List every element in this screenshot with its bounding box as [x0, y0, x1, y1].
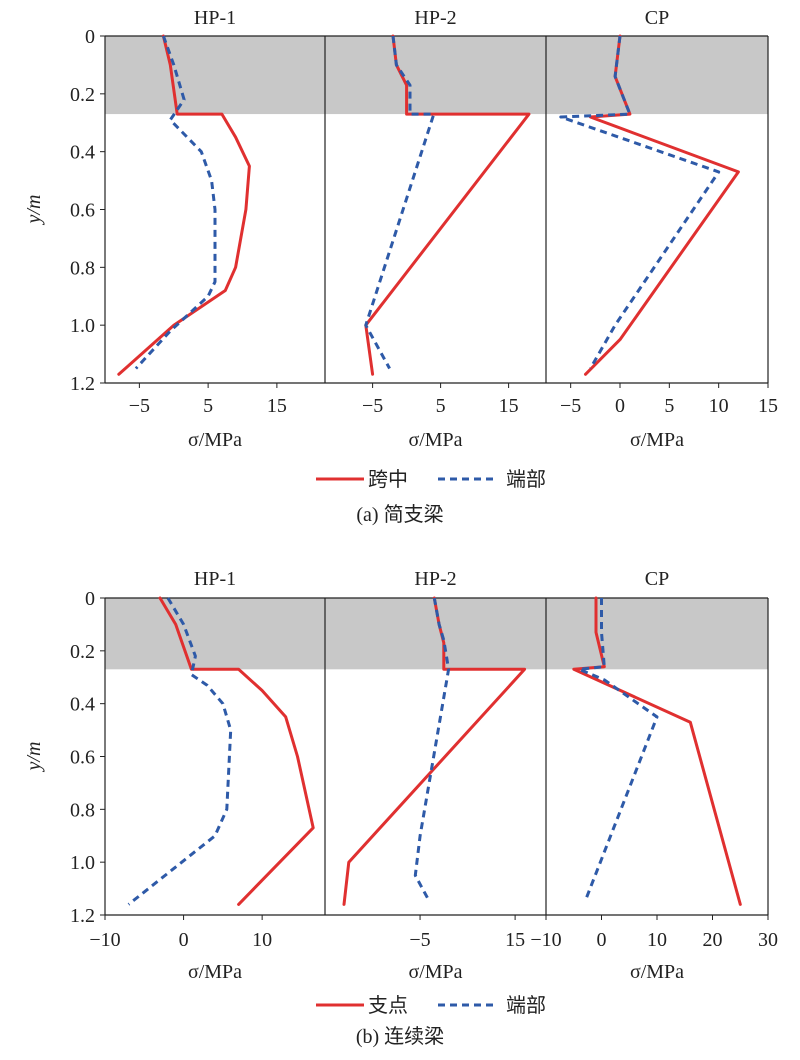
y-tick-label: 0.4 — [70, 142, 95, 164]
panel-title: CP — [645, 568, 669, 590]
legend-label: 端部 — [506, 994, 546, 1017]
x-tick-label: 20 — [703, 929, 723, 951]
series-line-main — [158, 596, 315, 906]
x-tick-label: −5 — [560, 395, 581, 417]
series-line-end — [413, 597, 451, 903]
y-tick-label: 0.6 — [70, 200, 95, 222]
x-tick-label: 15 — [499, 395, 519, 417]
y-tick-label: 0 — [85, 588, 95, 610]
y-tick-label: 0.8 — [70, 799, 95, 821]
series-line-end — [364, 35, 436, 370]
x-tick-label: 10 — [252, 929, 272, 951]
y-tick-label: 0.4 — [70, 694, 95, 716]
x-tick-label: 0 — [179, 929, 189, 951]
x-tick-label: −10 — [89, 929, 120, 951]
y-tick-label: 1.2 — [70, 905, 95, 927]
x-tick-label: 15 — [505, 929, 525, 951]
x-tick-label: 5 — [664, 395, 674, 417]
x-tick-label: −5 — [409, 929, 430, 951]
x-tick-label: 0 — [615, 395, 625, 417]
legend-label: 跨中 — [368, 468, 408, 491]
x-tick-label: 10 — [709, 395, 729, 417]
figure-caption: (b) 连续梁 — [356, 1025, 444, 1048]
y-tick-label: 0 — [85, 26, 95, 48]
chart-a-simply-supported: 00.20.40.60.81.01.2y/mHP-1−5 5 15σ/MPaHP-2… — [23, 7, 778, 526]
y-axis-label: y/m — [23, 742, 45, 773]
panel-title: CP — [645, 7, 669, 29]
panel-title: HP-1 — [194, 568, 236, 590]
x-axis-label: σ/MPa — [630, 961, 684, 983]
y-tick-label: 1.0 — [70, 315, 95, 337]
series-line-main — [117, 34, 251, 376]
y-tick-label: 0.2 — [70, 84, 95, 106]
x-axis-label: σ/MPa — [408, 429, 462, 451]
x-tick-label: 0 — [597, 929, 607, 951]
x-tick-label: −5 — [362, 395, 383, 417]
x-tick-label: 5 — [436, 395, 446, 417]
x-axis-label: σ/MPa — [188, 429, 242, 451]
y-axis-label: y/m — [23, 195, 45, 226]
x-tick-label: −10 — [530, 929, 561, 951]
panel-hp-2: HP-2 −5 5 15 σ/MPa — [324, 7, 546, 451]
x-tick-label: 10 — [647, 929, 667, 951]
legend: 支点 端部 — [316, 994, 546, 1017]
chart-b-continuous: 00.20.40.60.81.01.2y/mHP-1−10 0 10σ/MPaHP-… — [23, 568, 778, 1048]
panel-hp-1: HP-1 −5 5 15 σ/MPa — [104, 7, 325, 451]
shaded-band — [105, 36, 768, 115]
x-axis-label: σ/MPa — [408, 961, 462, 983]
series-line-end — [127, 597, 233, 906]
x-tick-label: 15 — [758, 395, 778, 417]
x-axis-label: σ/MPa — [630, 429, 684, 451]
panel-title: HP-2 — [414, 7, 456, 29]
panel-hp-1: HP-1 −10 0 10 σ/MPa — [89, 568, 325, 983]
panel-cp: CP −10 0 10 20 30 σ/MPa — [530, 568, 778, 983]
panel-hp-2: HP-2 −5 15 σ/MPa — [324, 568, 546, 983]
series-line-end — [577, 598, 659, 903]
x-tick-label: 15 — [267, 395, 287, 417]
y-tick-label: 1.0 — [70, 852, 95, 874]
panel-title: HP-2 — [414, 568, 456, 590]
x-tick-label: 30 — [758, 929, 778, 951]
y-tick-label: 0.2 — [70, 641, 95, 663]
legend: 跨中 端部 — [316, 468, 546, 491]
series-line-end — [559, 35, 721, 370]
x-tick-label: −5 — [129, 395, 150, 417]
y-tick-label: 0.8 — [70, 257, 95, 279]
y-tick-label: 1.2 — [70, 373, 95, 395]
legend-label: 端部 — [506, 468, 546, 491]
y-tick-label: 0.6 — [70, 747, 95, 769]
figure-caption: (a) 简支梁 — [356, 503, 443, 526]
panel-title: HP-1 — [194, 7, 236, 29]
x-axis-label: σ/MPa — [188, 961, 242, 983]
x-tick-label: 5 — [203, 395, 213, 417]
panel-cp: CP −5 0 5 10 15 σ/MPa — [545, 7, 778, 451]
series-line-end — [134, 35, 217, 370]
legend-label: 支点 — [368, 994, 408, 1017]
